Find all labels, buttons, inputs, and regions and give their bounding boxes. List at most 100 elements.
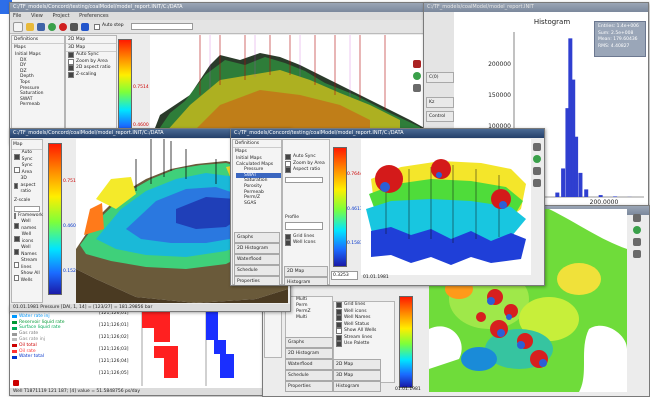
legend-item[interactable]: Water total (12, 354, 90, 360)
step-slider[interactable] (131, 23, 193, 30)
rotate-icon[interactable] (533, 155, 541, 163)
new-file-icon[interactable] (13, 22, 23, 32)
menu-file[interactable]: File (13, 13, 21, 19)
defs-tab[interactable]: Definitions (12, 36, 64, 44)
chart-icon[interactable] (533, 167, 541, 175)
auto-step-checkbox[interactable]: Auto step (92, 23, 124, 30)
front-schedule-button[interactable]: Schedule (234, 265, 280, 276)
front-tool-icons (531, 143, 543, 187)
well-row-label: [121;126;04] (99, 359, 128, 364)
window-front: C:/TF_models/Concord/testing/coalModel/m… (230, 128, 545, 286)
front-dropdown[interactable]: 0.3253 (331, 271, 358, 280)
histogram-control-button[interactable]: Kz (426, 97, 454, 108)
side-item[interactable]: Stream lines (12, 258, 42, 271)
well-row-label: [121;126;02] (99, 335, 128, 340)
open-folder-icon[interactable] (26, 23, 34, 31)
graphs-button[interactable]: Graphs (285, 337, 333, 348)
window-bottom-left: Water rate Water rate inj Reservoir liqu… (9, 305, 275, 396)
histogram-window-title: C:/TF_models/coalModel/model_report.INIT (424, 3, 648, 12)
bottom-right-layers: Multi Perm PermZ Multi (285, 296, 333, 338)
z-slider[interactable] (14, 206, 40, 212)
tree-item[interactable]: Permeab (15, 102, 64, 108)
use-palette-checkbox[interactable]: Use Palette (334, 341, 394, 348)
play-icon[interactable] (81, 23, 89, 31)
auto-step-label: Auto step (102, 23, 124, 30)
histogram-2d-button[interactable]: 2D Histogram (285, 348, 333, 359)
tab-3d-map[interactable]: 3D Map (66, 44, 116, 52)
side-item[interactable]: Well names (12, 219, 42, 232)
front-defs-tab[interactable]: Definitions (233, 140, 281, 148)
maps-label: Maps (12, 44, 64, 51)
histogram-control-button[interactable]: Control (426, 111, 454, 122)
window-back-menubar: File View Project Preferences (10, 12, 430, 20)
bottom-left-status: Well T1871119 121 187; [4] value = 51.58… (10, 388, 274, 395)
front-aspect-ratio-checkbox[interactable]: Aspect ratio (283, 167, 329, 174)
window-back-title: C:/TF_models/Concord/testing/coalModel/m… (10, 3, 430, 12)
stats-rms: RMS: 4.40827 (598, 44, 642, 51)
window-back-toolbar: Auto step (10, 20, 430, 34)
save-icon[interactable] (37, 23, 45, 31)
layers-icon[interactable] (413, 60, 421, 68)
chart-icon[interactable] (633, 238, 641, 246)
histogram-button[interactable]: Histogram (333, 381, 381, 392)
histogram-bar (599, 195, 603, 197)
front-well-icons-checkbox[interactable]: Well Icons (283, 240, 329, 247)
menu-preferences[interactable]: Preferences (79, 13, 108, 19)
zoom-icon[interactable] (633, 226, 641, 234)
map-2d-button[interactable]: 2D Map (333, 359, 381, 370)
tab-2d-map[interactable]: 2D Map (66, 36, 116, 44)
stats-entries: Entries: 1.4e+006 (598, 24, 642, 31)
front-maps-tree: Initial Maps Calculated Maps Pressure SW… (233, 155, 281, 206)
side-item[interactable]: Show All Wells (12, 271, 42, 284)
histogram-control-button[interactable]: C(0) (426, 72, 454, 83)
front-histogram-button[interactable]: Histogram (284, 277, 328, 286)
front-properties-button[interactable]: Properties (234, 276, 280, 286)
menu-project[interactable]: Project (52, 13, 69, 19)
front-graphs-button[interactable]: Graphs (234, 232, 280, 243)
side-item[interactable]: Z-scale (12, 196, 42, 205)
layers-icon[interactable] (633, 214, 641, 222)
window-left-status: 01.01.1981 Pressure [DAI, 1, 14] = [123/… (10, 304, 290, 311)
chart-icon[interactable] (413, 84, 421, 92)
layer-item[interactable]: Multi (286, 315, 332, 321)
window-left-side: Map Auto Sync Sync Area 3D aspect ratio … (11, 139, 43, 303)
stop-icon[interactable] (59, 23, 67, 31)
menu-view[interactable]: View (31, 13, 43, 19)
window-back-3d-view (150, 35, 428, 141)
histogram-bar (574, 137, 578, 197)
side-item[interactable]: Sync Area (12, 163, 42, 176)
front-waterflood-button[interactable]: Waterflood (234, 254, 280, 265)
properties-button[interactable]: Properties (285, 381, 333, 392)
zoom-icon[interactable] (413, 72, 421, 80)
z-scaling-checkbox[interactable]: Z-scaling (66, 72, 116, 79)
histogram-bar (578, 173, 582, 197)
front-slider[interactable] (285, 177, 323, 183)
front-2d-map-button[interactable]: 2D Map (284, 266, 328, 277)
record-icon[interactable] (13, 380, 19, 386)
export-icon[interactable] (633, 250, 641, 258)
well-row-label: [121;126;01] (99, 323, 128, 328)
settings-icon[interactable] (70, 23, 78, 31)
well-rows: [121;126;01] [121;126;01] [121;126;02] [… (96, 306, 140, 386)
side-item[interactable]: Well Names (12, 245, 42, 258)
side-item[interactable]: 3D aspect ratio (12, 176, 42, 196)
well-profile-bars (140, 306, 270, 386)
bottom-right-date: 01.01.1981 (395, 387, 421, 392)
tree-item[interactable]: SGAS (236, 201, 281, 207)
side-item[interactable]: Map (12, 140, 42, 150)
waterflood-button[interactable]: Waterflood (285, 359, 333, 370)
front-3d-view (361, 139, 531, 275)
side-item[interactable]: Well icons (12, 232, 42, 245)
profile-input[interactable] (285, 222, 323, 230)
camera-icon[interactable] (533, 143, 541, 151)
front-2d-histogram-button[interactable]: 2D Histogram (234, 243, 280, 254)
export-icon[interactable] (533, 179, 541, 187)
y-tick-label: 200000 (488, 61, 511, 68)
well-row-label: [121;126;03] (99, 347, 128, 352)
window-left-colorbar (48, 143, 62, 295)
window-front-title: C:/TF_models/Concord/testing/coalModel/m… (231, 129, 544, 138)
schedule-button[interactable]: Schedule (285, 370, 333, 381)
side-item[interactable]: Auto Sync (12, 150, 42, 163)
refresh-icon[interactable] (48, 23, 56, 31)
map-3d-button[interactable]: 3D Map (333, 370, 381, 381)
